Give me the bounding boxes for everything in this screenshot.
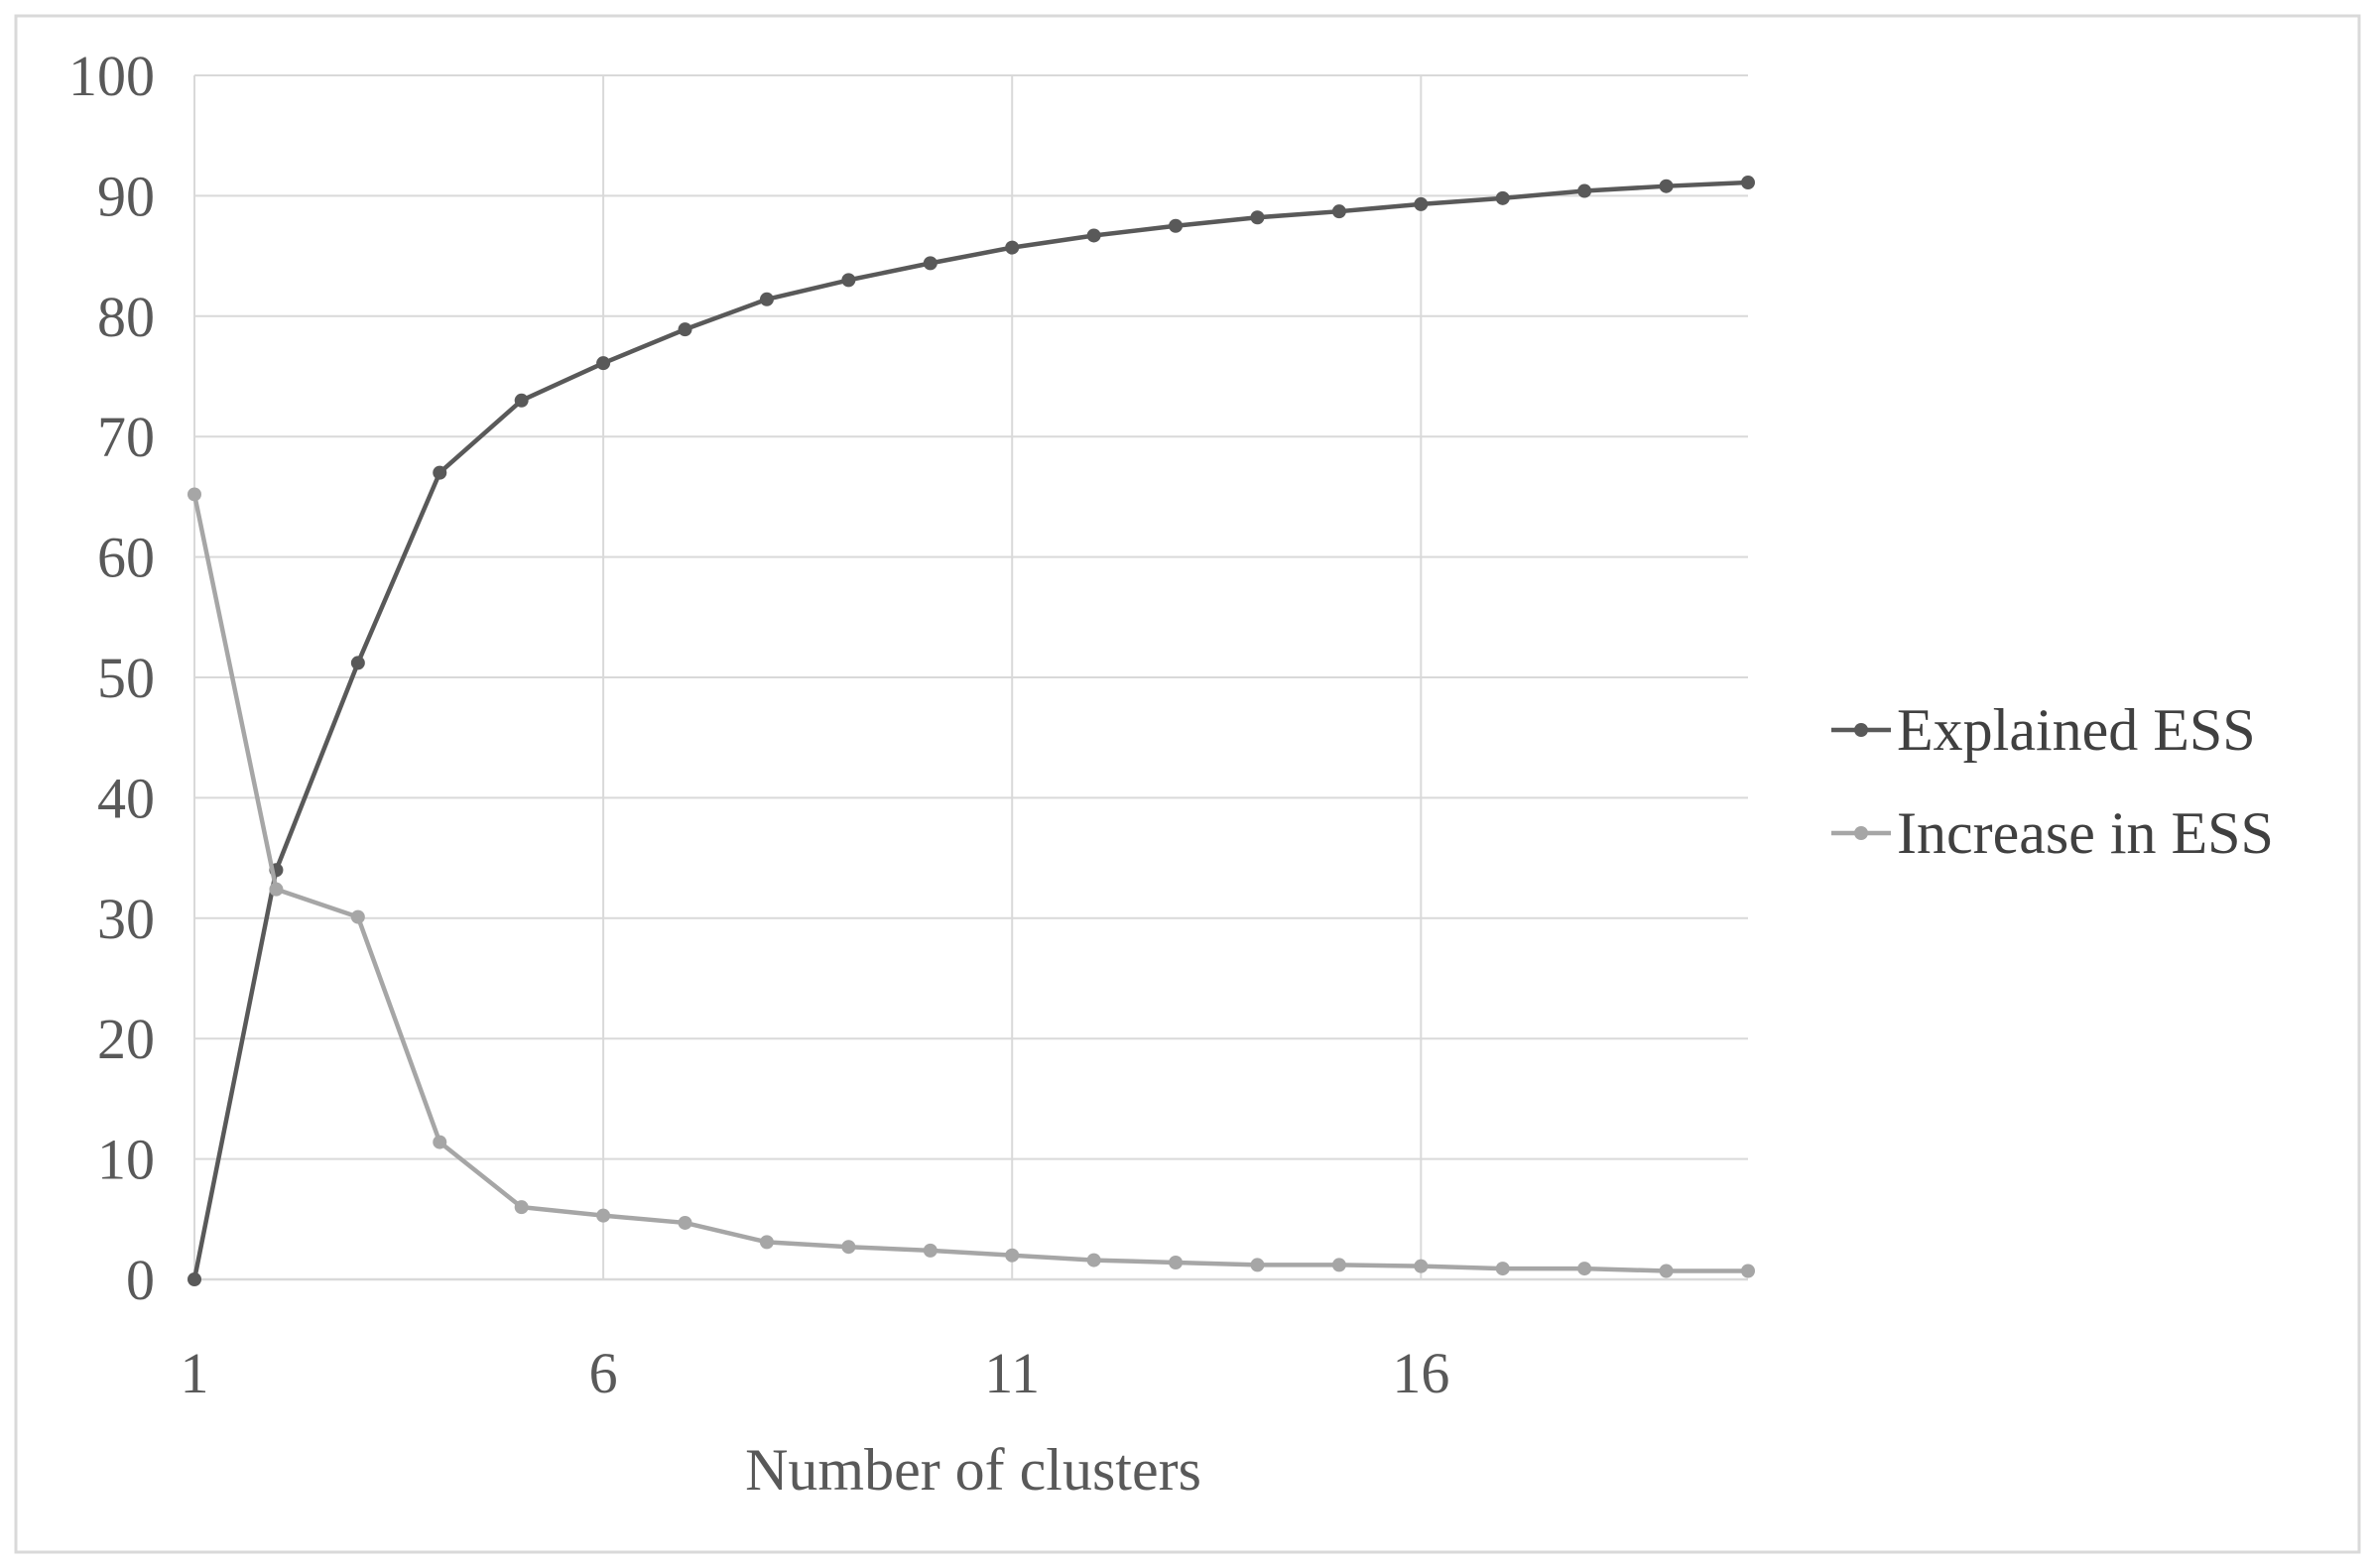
y-tick-label: 20 — [97, 1007, 155, 1071]
data-point-series-2 — [433, 1135, 447, 1149]
grid-lines — [193, 74, 1748, 1279]
y-tick-label: 10 — [97, 1128, 155, 1192]
series-line-2 — [191, 494, 1748, 1273]
data-point-series-1 — [1250, 210, 1265, 225]
y-tick-label: 60 — [97, 526, 155, 590]
data-point-series-2 — [269, 882, 284, 897]
x-axis-title: Number of clusters — [745, 1437, 1201, 1503]
legend: Explained ESS Increase in ESS — [1831, 697, 2274, 866]
data-point-series-2 — [1659, 1264, 1674, 1278]
data-point-series-2 — [678, 1215, 692, 1230]
y-tick-label: 50 — [97, 646, 155, 710]
legend-label-2: Increase in ESS — [1897, 800, 2274, 866]
chart-frame — [14, 14, 2361, 1554]
legend-marker-1 — [1854, 723, 1868, 737]
data-point-series-2 — [1086, 1253, 1101, 1267]
data-point-series-1 — [1169, 218, 1184, 233]
data-point-series-1 — [1086, 228, 1101, 243]
data-point-series-1 — [841, 273, 856, 288]
data-point-series-2 — [1005, 1248, 1020, 1263]
data-point-series-1 — [1331, 204, 1346, 219]
data-point-series-1 — [514, 393, 529, 408]
legend-marker-2 — [1854, 826, 1868, 840]
data-point-series-1 — [1414, 196, 1429, 211]
data-point-series-2 — [596, 1208, 611, 1223]
data-point-series-1 — [596, 356, 611, 371]
series-lines — [188, 176, 1755, 1286]
data-point-series-2 — [1250, 1258, 1265, 1272]
legend-label-1: Explained ESS — [1897, 697, 2256, 763]
x-tick-label: 1 — [181, 1341, 209, 1405]
data-point-series-2 — [1495, 1262, 1510, 1276]
data-point-series-1 — [1741, 176, 1755, 190]
data-point-series-1 — [678, 322, 692, 337]
data-point-series-2 — [350, 909, 365, 924]
data-point-series-2 — [1741, 1264, 1755, 1278]
data-point-series-2 — [759, 1235, 774, 1250]
data-point-series-1 — [1495, 190, 1510, 205]
data-point-series-2 — [841, 1240, 856, 1255]
y-tick-label: 40 — [97, 766, 155, 830]
data-point-series-1 — [1659, 179, 1674, 193]
series-line-1 — [191, 180, 1749, 1280]
x-tick-label: 11 — [984, 1341, 1040, 1405]
data-point-series-1 — [923, 256, 938, 271]
data-point-series-1 — [759, 292, 774, 306]
data-point-series-1 — [1005, 240, 1020, 255]
data-point-series-2 — [1577, 1262, 1592, 1276]
data-point-series-2 — [188, 487, 201, 502]
data-point-series-2 — [514, 1200, 529, 1215]
y-tick-label: 90 — [97, 164, 155, 228]
y-tick-label: 0 — [126, 1248, 155, 1312]
data-point-series-1 — [433, 465, 447, 480]
x-tick-label: 6 — [589, 1341, 618, 1405]
data-point-series-2 — [1331, 1258, 1346, 1272]
x-tick-label: 16 — [1392, 1341, 1449, 1405]
data-point-series-2 — [1414, 1259, 1429, 1273]
data-point-series-2 — [923, 1243, 938, 1258]
y-tick-label: 70 — [97, 405, 155, 469]
data-point-series-2 — [1169, 1256, 1184, 1270]
data-point-series-1 — [1577, 183, 1592, 198]
y-tick-label: 80 — [97, 285, 155, 349]
y-tick-label: 100 — [68, 44, 155, 108]
y-tick-label: 30 — [97, 887, 155, 951]
data-point-series-1 — [350, 656, 365, 670]
data-point-series-1 — [188, 1272, 201, 1286]
